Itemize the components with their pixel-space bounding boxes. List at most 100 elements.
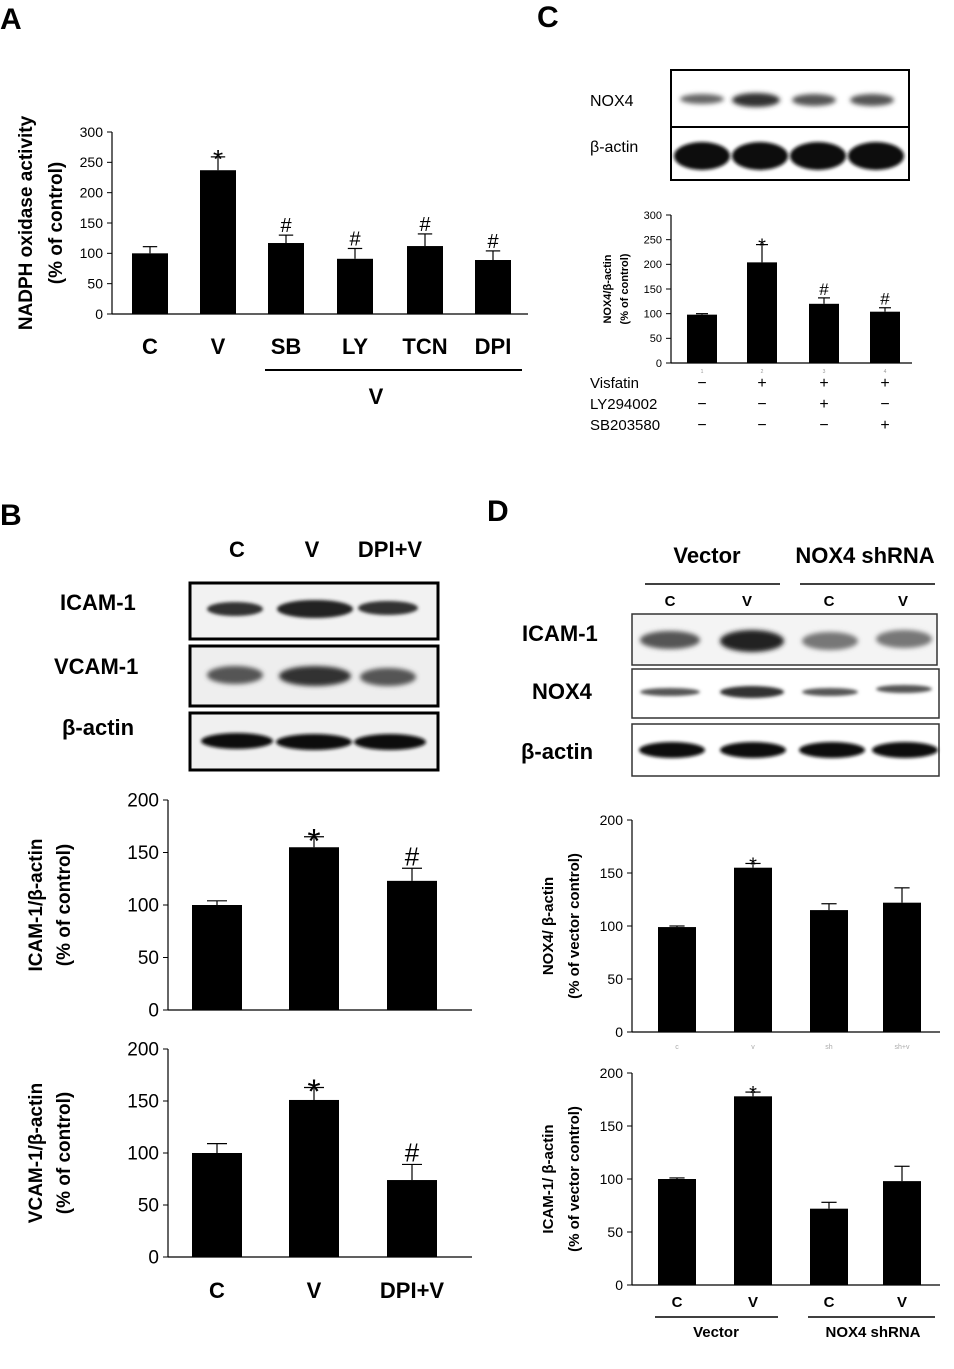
y-tick-label: 50 — [607, 971, 623, 987]
bar — [200, 170, 236, 314]
vcam-bands-b — [207, 666, 416, 686]
x-category-label: V — [211, 334, 226, 359]
y-axis-label: NOX4/β-actin — [602, 254, 614, 323]
treatment-sign: + — [880, 375, 889, 392]
significance-mark: * — [307, 1073, 320, 1111]
bar — [870, 311, 900, 363]
bar — [337, 258, 373, 314]
significance-mark: # — [819, 280, 829, 299]
y-tick-label: 0 — [615, 1024, 623, 1040]
y-tick-label: 0 — [656, 358, 662, 370]
significance-mark: * — [307, 822, 320, 860]
significance-mark: # — [487, 231, 499, 253]
blot-lane-d-4: V — [898, 593, 908, 610]
y-axis-label: (% of control) — [46, 162, 67, 284]
treatment-sign: − — [819, 417, 828, 434]
x-category-label: c — [675, 1044, 679, 1051]
y-tick-label: 250 — [80, 154, 104, 170]
y-tick-label: 100 — [644, 309, 662, 321]
western-blot-d — [631, 613, 940, 777]
chart-b-icam: 0 50 100 150 200 * # ICAM-1/β-actin (% of contro… — [26, 791, 472, 1022]
bar — [407, 246, 443, 314]
bar — [289, 847, 339, 1010]
icam-bands-b — [207, 600, 418, 618]
y-axis-label: (% of control) — [54, 1092, 75, 1214]
bar — [734, 867, 772, 1032]
y-tick-label: 0 — [148, 1248, 159, 1269]
significance-mark: * — [758, 236, 766, 258]
x-category-label: V — [307, 1278, 322, 1303]
treatment-sign: − — [757, 417, 766, 434]
panel-letter-b: B — [0, 499, 22, 532]
y-tick-label: 150 — [127, 1092, 159, 1113]
bar — [658, 927, 696, 1032]
treatment-name: SB203580 — [590, 417, 660, 434]
x-category-label: C — [209, 1278, 225, 1303]
y-tick-label: 200 — [127, 1040, 159, 1061]
blot-lane-d-2: V — [742, 593, 752, 610]
y-axis-label: (% of control) — [619, 253, 631, 324]
y-tick-label: 0 — [95, 306, 103, 322]
blot-label-b-vcam: VCAM-1 — [54, 654, 138, 679]
group-label-d-shrna: NOX4 shRNA — [825, 1324, 920, 1341]
significance-mark: # — [419, 214, 431, 236]
bar — [687, 314, 717, 363]
y-axis-label: (% of control) — [54, 844, 75, 966]
y-tick-label: 100 — [127, 896, 159, 917]
blot-label-c-bactin: β-actin — [590, 139, 638, 156]
x-category-label: C — [142, 334, 158, 359]
bar — [809, 303, 839, 363]
y-axis-label: ICAM-1/ β-actin — [540, 1124, 557, 1233]
bar — [475, 260, 511, 314]
y-tick-label: 50 — [650, 333, 662, 345]
y-tick-label: 50 — [607, 1224, 623, 1240]
icam-bands-d — [640, 630, 932, 652]
western-blot-b — [188, 581, 440, 772]
blot-lane-b-v: V — [305, 537, 320, 562]
bar — [810, 910, 848, 1032]
blot-label-b-icam: ICAM-1 — [60, 590, 136, 615]
y-tick-label: 150 — [644, 284, 662, 296]
treatment-sign: + — [819, 396, 828, 413]
x-category-label: 3 — [823, 369, 826, 375]
blot-lane-b-dpiv: DPI+V — [358, 537, 423, 562]
blot-group-d-shrna: NOX4 shRNA — [795, 543, 934, 568]
x-category-label: 2 — [761, 369, 764, 375]
treatment-sign: + — [757, 375, 766, 392]
blot-label-c-nox4: NOX4 — [590, 93, 634, 110]
blot-label-d-bactin: β-actin — [521, 739, 593, 764]
y-tick-label: 150 — [600, 865, 624, 881]
panel-letter-a: A — [0, 3, 22, 36]
significance-mark: # — [405, 1137, 420, 1167]
treatment-table-c: Visfatin − + + + LY294002 − − + − SB203580 − − − + — [590, 375, 890, 434]
x-category-label: sh+v — [895, 1044, 910, 1051]
x-category-label: C — [672, 1294, 683, 1311]
treatment-sign: − — [880, 396, 889, 413]
y-tick-label: 150 — [80, 215, 104, 231]
treatment-sign: − — [757, 396, 766, 413]
bar — [387, 1180, 437, 1257]
y-tick-label: 200 — [127, 791, 159, 812]
y-tick-label: 200 — [600, 812, 624, 828]
bar — [387, 880, 437, 1010]
blot-label-d-nox4: NOX4 — [532, 679, 593, 704]
x-category-label: DPI — [475, 334, 512, 359]
bar — [268, 243, 304, 314]
y-tick-label: 100 — [600, 918, 624, 934]
x-category-label: 4 — [884, 369, 887, 375]
x-category-label: 1 — [701, 369, 704, 375]
y-tick-label: 150 — [600, 1118, 624, 1134]
significance-mark: # — [280, 215, 292, 237]
x-category-label: C — [824, 1294, 835, 1311]
y-tick-label: 50 — [138, 1196, 159, 1217]
bar — [747, 262, 777, 363]
group-label-a: V — [369, 384, 384, 409]
chart-d-icam: 0 50 100 150 200 * C V C V ICAM-1/ β-actin (% of ve… — [540, 1065, 940, 1311]
y-tick-label: 250 — [644, 235, 662, 247]
nox4-bands-c — [680, 93, 894, 107]
blot-lane-b-c: C — [229, 537, 245, 562]
significance-mark: # — [880, 290, 890, 309]
bar — [192, 905, 242, 1010]
y-tick-label: 0 — [615, 1277, 623, 1293]
x-category-label: LY — [342, 334, 368, 359]
